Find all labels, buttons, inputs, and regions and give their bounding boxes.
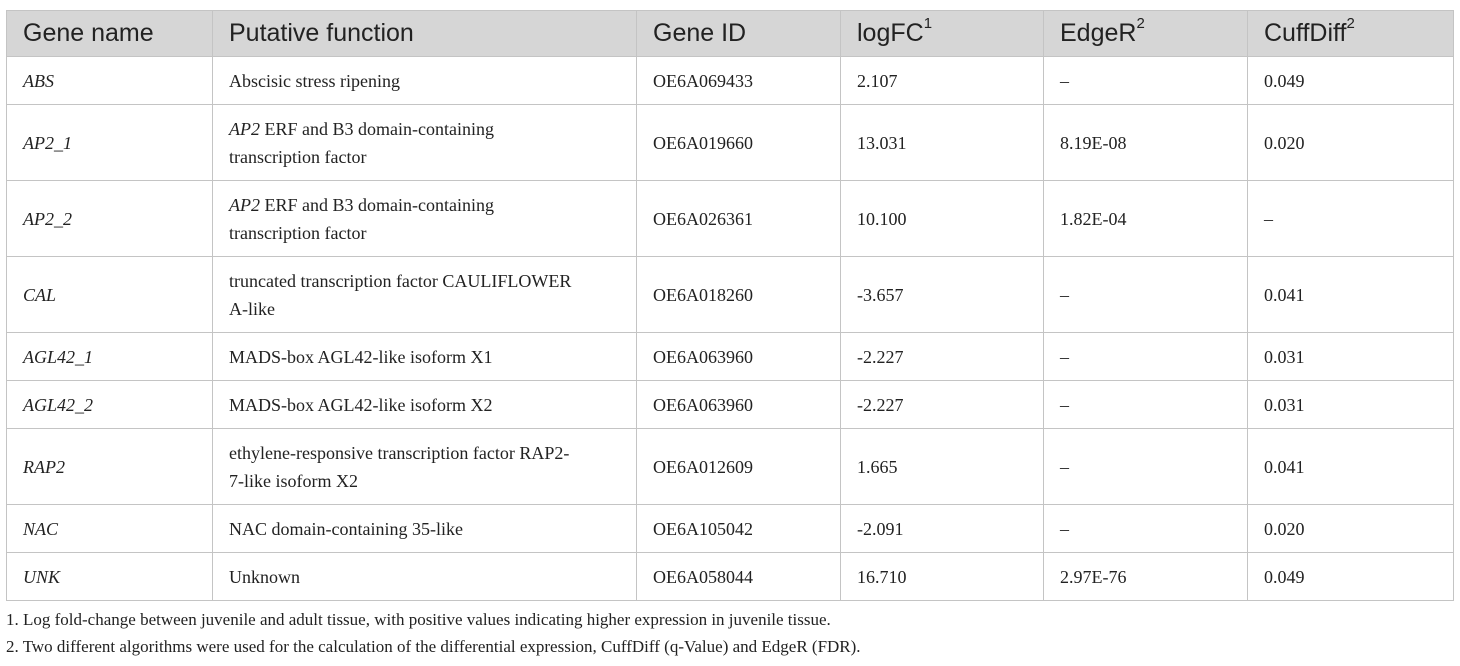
cell-edger: – bbox=[1043, 332, 1248, 381]
cell-gene-id: OE6A069433 bbox=[636, 56, 841, 105]
table-row: ABS Abscisic stress ripening OE6A069433 2.1… bbox=[6, 56, 1454, 105]
table-row: RAP2 ethylene-responsive transcription fa… bbox=[6, 428, 1454, 505]
cell-gene-name: UNK bbox=[6, 552, 213, 601]
function-italic-part: AP2 bbox=[229, 118, 260, 139]
cell-edger: 1.82E-04 bbox=[1043, 180, 1248, 257]
cell-putative-function: Unknown bbox=[212, 552, 637, 601]
footnote-2: 2. Two different algorithms were used fo… bbox=[6, 637, 861, 656]
function-text: Abscisic stress ripening bbox=[229, 70, 400, 91]
cell-putative-function: AP2 ERF and B3 domain-containing transcri… bbox=[212, 180, 637, 257]
cell-gene-id: OE6A019660 bbox=[636, 104, 841, 181]
header-cuffdiff: CuffDiff2 bbox=[1247, 10, 1454, 57]
cell-gene-id: OE6A018260 bbox=[636, 256, 841, 333]
cell-putative-function: truncated transcription factor CAULIFLOW… bbox=[212, 256, 637, 333]
cell-logfc: -2.091 bbox=[840, 504, 1044, 553]
header-gene-id: Gene ID bbox=[636, 10, 841, 57]
function-text: MADS-box AGL42-like isoform X1 bbox=[229, 346, 493, 367]
table-row: AGL42_2 MADS-box AGL42-like isoform X2 OE6… bbox=[6, 380, 1454, 429]
cell-logfc: 16.710 bbox=[840, 552, 1044, 601]
table-row: AP2_2 AP2 ERF and B3 domain-containing tra… bbox=[6, 180, 1454, 257]
cell-gene-name: AP2_2 bbox=[6, 180, 213, 257]
function-text-line2: A-like bbox=[229, 298, 275, 319]
table-row: AP2_1 AP2 ERF and B3 domain-containing tra… bbox=[6, 104, 1454, 181]
table-row: AGL42_1 MADS-box AGL42-like isoform X1 OE6… bbox=[6, 332, 1454, 381]
function-text-line2: transcription factor bbox=[229, 146, 367, 167]
cell-gene-id: OE6A012609 bbox=[636, 428, 841, 505]
header-edger: EdgeR2 bbox=[1043, 10, 1248, 57]
cell-logfc: -2.227 bbox=[840, 380, 1044, 429]
cell-putative-function: NAC domain-containing 35-like bbox=[212, 504, 637, 553]
cell-cuffdiff: 0.049 bbox=[1247, 56, 1454, 105]
gene-table-container: Gene name Putative function Gene ID logF… bbox=[6, 10, 1454, 601]
table-row: CAL truncated transcription factor CAULIF… bbox=[6, 256, 1454, 333]
function-text-line2: transcription factor bbox=[229, 222, 367, 243]
cell-gene-name: RAP2 bbox=[6, 428, 213, 505]
cell-cuffdiff: 0.031 bbox=[1247, 332, 1454, 381]
header-gene-name: Gene name bbox=[6, 10, 213, 57]
function-italic-part: AP2 bbox=[229, 194, 260, 215]
table-header-row: Gene name Putative function Gene ID logF… bbox=[6, 10, 1454, 57]
table-body: ABS Abscisic stress ripening OE6A069433 2.1… bbox=[6, 56, 1454, 601]
footnote-1: 1. Log fold-change between juvenile and … bbox=[6, 610, 831, 629]
cell-gene-id: OE6A026361 bbox=[636, 180, 841, 257]
cell-edger: – bbox=[1043, 504, 1248, 553]
cell-cuffdiff: – bbox=[1247, 180, 1454, 257]
table-row: NAC NAC domain-containing 35-like OE6A1050… bbox=[6, 504, 1454, 553]
cell-putative-function: MADS-box AGL42-like isoform X2 bbox=[212, 380, 637, 429]
cell-putative-function: MADS-box AGL42-like isoform X1 bbox=[212, 332, 637, 381]
function-text-line2: 7-like isoform X2 bbox=[229, 470, 358, 491]
cell-cuffdiff: 0.031 bbox=[1247, 380, 1454, 429]
cell-logfc: 2.107 bbox=[840, 56, 1044, 105]
cell-putative-function: Abscisic stress ripening bbox=[212, 56, 637, 105]
cell-edger: – bbox=[1043, 56, 1248, 105]
cell-edger: – bbox=[1043, 380, 1248, 429]
cell-gene-name: AGL42_1 bbox=[6, 332, 213, 381]
function-text: ERF and B3 domain-containing bbox=[260, 194, 494, 215]
cell-cuffdiff: 0.041 bbox=[1247, 256, 1454, 333]
cell-edger: 2.97E-76 bbox=[1043, 552, 1248, 601]
cell-cuffdiff: 0.020 bbox=[1247, 104, 1454, 181]
cell-logfc: 1.665 bbox=[840, 428, 1044, 505]
function-text: ERF and B3 domain-containing bbox=[260, 118, 494, 139]
cell-gene-id: OE6A063960 bbox=[636, 380, 841, 429]
cell-gene-id: OE6A105042 bbox=[636, 504, 841, 553]
cell-cuffdiff: 0.041 bbox=[1247, 428, 1454, 505]
cell-gene-name: CAL bbox=[6, 256, 213, 333]
function-text: NAC domain-containing 35-like bbox=[229, 518, 463, 539]
cell-putative-function: AP2 ERF and B3 domain-containing transcri… bbox=[212, 104, 637, 181]
header-logfc: logFC1 bbox=[840, 10, 1044, 57]
cell-putative-function: ethylene-responsive transcription factor… bbox=[212, 428, 637, 505]
cell-gene-id: OE6A063960 bbox=[636, 332, 841, 381]
cell-edger: – bbox=[1043, 428, 1248, 505]
function-text: MADS-box AGL42-like isoform X2 bbox=[229, 394, 493, 415]
cell-cuffdiff: 0.020 bbox=[1247, 504, 1454, 553]
cell-logfc: 10.100 bbox=[840, 180, 1044, 257]
cell-gene-name: NAC bbox=[6, 504, 213, 553]
cell-logfc: -3.657 bbox=[840, 256, 1044, 333]
gene-table: Gene name Putative function Gene ID logF… bbox=[6, 10, 1454, 601]
cell-gene-name: AGL42_2 bbox=[6, 380, 213, 429]
cell-cuffdiff: 0.049 bbox=[1247, 552, 1454, 601]
cell-gene-id: OE6A058044 bbox=[636, 552, 841, 601]
cell-edger: 8.19E-08 bbox=[1043, 104, 1248, 181]
cell-gene-name: ABS bbox=[6, 56, 213, 105]
cell-gene-name: AP2_1 bbox=[6, 104, 213, 181]
cell-logfc: -2.227 bbox=[840, 332, 1044, 381]
function-text: truncated transcription factor CAULIFLOW… bbox=[229, 270, 572, 291]
footnotes: 1. Log fold-change between juvenile and … bbox=[6, 606, 1453, 660]
cell-logfc: 13.031 bbox=[840, 104, 1044, 181]
function-text: ethylene-responsive transcription factor… bbox=[229, 442, 570, 463]
header-putative-function: Putative function bbox=[212, 10, 637, 57]
function-text: Unknown bbox=[229, 566, 300, 587]
table-row: UNK Unknown OE6A058044 16.710 2.97E-76 0.049 bbox=[6, 552, 1454, 601]
cell-edger: – bbox=[1043, 256, 1248, 333]
